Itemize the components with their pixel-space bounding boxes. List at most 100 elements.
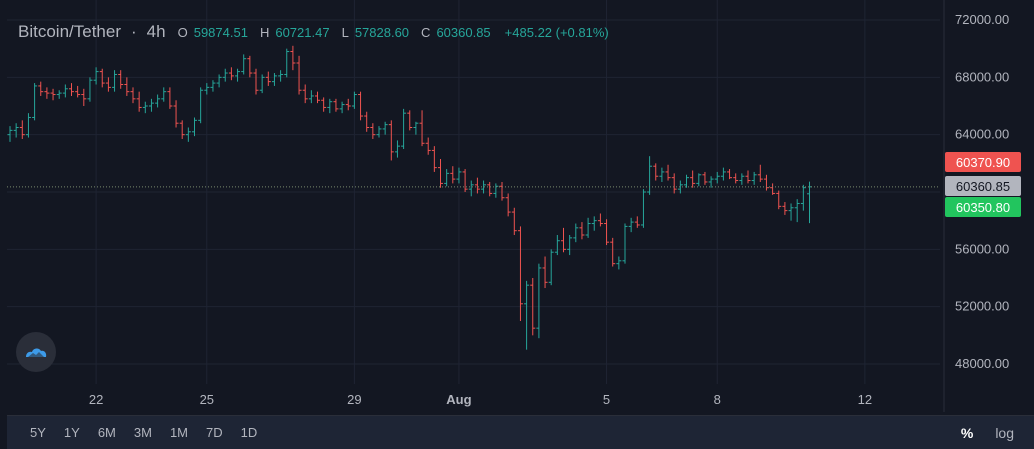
ohlc-bar: [751, 171, 757, 185]
ohlc-bar: [727, 169, 733, 180]
ohlc-bar: [450, 166, 456, 184]
ohlc-bar: [81, 88, 87, 106]
ohlc-bar: [351, 91, 357, 109]
legend-separator: ·: [131, 22, 137, 41]
ohlc-bar: [647, 156, 653, 195]
ohlc-bar: [487, 181, 493, 197]
ohlc-bar: [419, 110, 425, 147]
cloud-logo-glyph: [26, 348, 47, 357]
ohlc-bar: [671, 173, 677, 194]
ohlc-bar: [75, 85, 81, 98]
ohlc-bar: [62, 84, 68, 98]
range-button-5y[interactable]: 5Y: [30, 425, 46, 440]
ohlc-bar: [739, 173, 745, 185]
ohlc-bar: [19, 120, 25, 139]
ohlc-bar: [573, 223, 579, 243]
ohlc-bar: [456, 167, 462, 184]
x-tick-label: 5: [603, 392, 610, 407]
x-tick-label: 8: [714, 392, 721, 407]
ohlc-bar: [204, 83, 210, 95]
ohlc-bar: [444, 169, 450, 187]
ohlc-bar: [585, 217, 591, 238]
close-value: 60360.85: [436, 25, 491, 40]
ohlc-bar: [339, 101, 345, 114]
ohlc-bar: [241, 54, 247, 75]
price-label-text: 60360.85: [956, 179, 1010, 194]
ohlc-bar: [807, 181, 812, 224]
ohlc-bar: [634, 216, 640, 228]
ohlc-bar: [222, 68, 228, 82]
ohlc-bar: [308, 90, 314, 104]
ohlc-bar: [192, 117, 197, 137]
symbol-name[interactable]: Bitcoin/Tether: [18, 22, 121, 41]
ohlc-bar: [210, 80, 216, 92]
range-button-3m[interactable]: 3M: [133, 425, 152, 440]
ohlc-bar: [468, 180, 474, 197]
range-button-1y[interactable]: 1Y: [63, 425, 80, 440]
ohlc-bar: [253, 68, 259, 95]
ohlc-bar: [358, 91, 364, 121]
ohlc-bar: [321, 97, 327, 112]
ohlc-bar: [653, 163, 659, 181]
ohlc-bar: [345, 98, 351, 111]
ohlc-bar: [757, 164, 763, 182]
ohlc-bar: [474, 177, 480, 194]
chart-area[interactable]: 48000.0052000.0056000.0060000.0064000.00…: [0, 0, 1034, 412]
price-label: 60360.85: [945, 176, 1021, 196]
ohlc-bar: [554, 235, 560, 256]
ohlc-bar: [87, 77, 93, 102]
ohlc-bar: [610, 237, 616, 267]
ohlc-bar: [628, 217, 634, 233]
range-button-1m[interactable]: 1M: [169, 425, 188, 440]
ohlc-bar: [776, 190, 782, 210]
percent-scale-button[interactable]: %: [960, 424, 974, 441]
ohlc-bar: [677, 180, 683, 194]
ohlc-bar: [702, 171, 708, 185]
ohlc-bar: [462, 169, 468, 192]
ohlc-bar: [536, 263, 542, 339]
ohlc-bar: [216, 74, 222, 88]
ohlc-bar: [7, 126, 13, 142]
price-bars: [7, 45, 812, 350]
log-scale-button[interactable]: log: [995, 424, 1014, 441]
ohlc-bar: [44, 87, 50, 99]
ohlc-bar: [604, 219, 610, 246]
ohlc-bar: [591, 216, 597, 231]
y-tick-label: 52000.00: [955, 299, 1009, 314]
ohlc-bar: [770, 183, 776, 195]
range-button-1d[interactable]: 1D: [240, 425, 258, 440]
time-axis[interactable]: 22 25 29 Aug 5 8 12: [89, 392, 872, 407]
x-tick-label: 12: [858, 392, 872, 407]
ohlc-bar: [597, 213, 603, 227]
range-selector: 5Y 1Y 6M 3M 1M 7D 1D: [21, 425, 266, 440]
y-tick-label: 68000.00: [955, 69, 1009, 84]
ohlc-bar: [763, 174, 769, 191]
ohlc-bar: [659, 167, 665, 182]
ohlc-bar: [690, 170, 696, 188]
ohlc-bar: [542, 256, 548, 289]
y-tick-label: 72000.00: [955, 12, 1009, 27]
high-label: H: [259, 25, 270, 40]
open-label: O: [177, 25, 188, 40]
range-button-7d[interactable]: 7D: [206, 425, 223, 440]
ohlc-bar: [511, 207, 517, 235]
ohlc-bar: [530, 278, 536, 336]
timeframe[interactable]: 4h: [146, 22, 166, 41]
open-value: 59874.51: [193, 25, 248, 40]
ohlc-bar: [118, 70, 124, 89]
x-tick-label: 29: [347, 392, 361, 407]
range-button-6m[interactable]: 6M: [97, 425, 116, 440]
ohlc-bar: [425, 137, 431, 155]
ohlc-bar: [315, 91, 320, 104]
ohlc-bar: [167, 87, 173, 109]
chart-legend: Bitcoin/Tether · 4h O 59874.51 H 60721.4…: [18, 22, 609, 42]
ohlc-bar: [173, 100, 179, 128]
cloud-logo-icon[interactable]: [16, 332, 56, 372]
ohlc-bar: [548, 249, 554, 286]
price-label: 60370.90: [945, 152, 1021, 172]
ohlc-bar: [333, 98, 339, 112]
ohlc-bar: [794, 199, 800, 223]
ohlc-bar: [567, 235, 573, 256]
ohlc-bar: [142, 101, 148, 114]
ohlc-chart[interactable]: 48000.0052000.0056000.0060000.0064000.00…: [0, 0, 1034, 412]
